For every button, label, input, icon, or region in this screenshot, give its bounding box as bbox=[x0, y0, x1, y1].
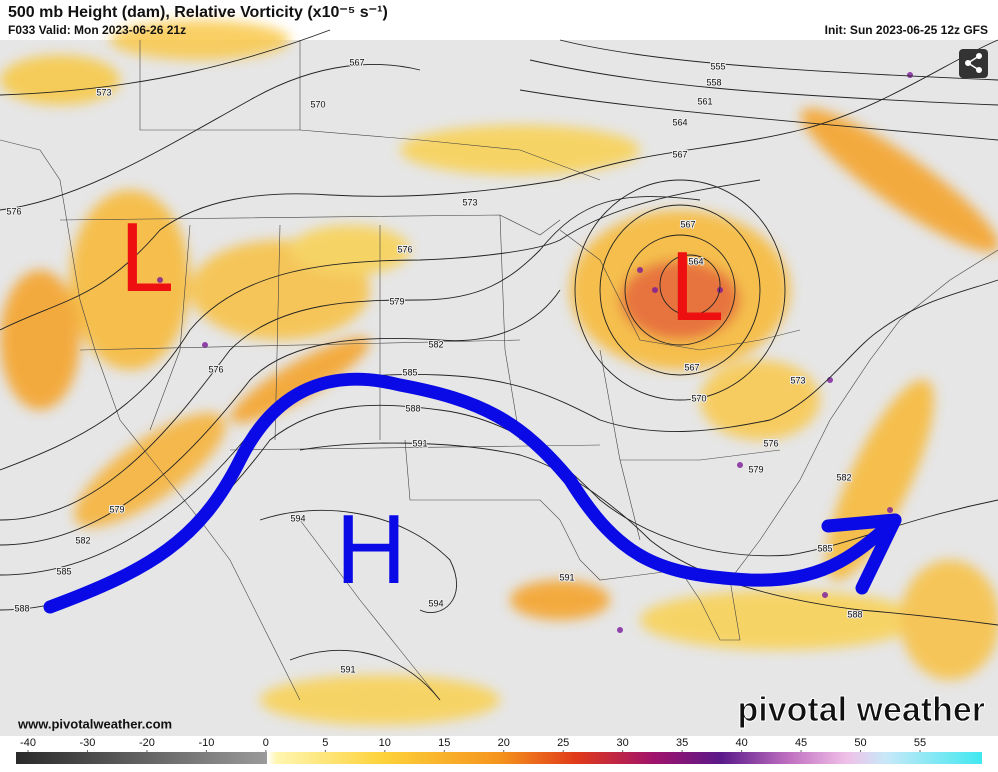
contour-label: 558 bbox=[706, 77, 721, 87]
colorbar-tick-label: -10 bbox=[198, 737, 214, 749]
brand: pivotal weather bbox=[737, 691, 985, 729]
colorbar-tick-label: 40 bbox=[735, 737, 747, 749]
init-time: Init: Sun 2023-06-25 12z GFS bbox=[825, 23, 988, 37]
colorbar-tick-label: 50 bbox=[854, 737, 866, 749]
colorbar-tick-label: 45 bbox=[795, 737, 807, 749]
contour-label: 585 bbox=[817, 543, 832, 553]
contour-label: 582 bbox=[836, 472, 851, 482]
low-label: L bbox=[120, 202, 175, 312]
colorbar-tick-label: -40 bbox=[20, 737, 36, 749]
contour-label: 564 bbox=[672, 117, 687, 127]
contour-label: 591 bbox=[559, 572, 574, 582]
colorbar-tick-label: 5 bbox=[322, 737, 328, 749]
contour-label: 564 bbox=[688, 256, 703, 266]
contour-label: 594 bbox=[290, 513, 305, 523]
contour-label: 579 bbox=[748, 464, 763, 474]
contour-label: 582 bbox=[75, 535, 90, 545]
colorbar-tick-label: -30 bbox=[80, 737, 96, 749]
map: 573 567 570 555 558 561 564 567 573 576 576 579 582 5… bbox=[0, 20, 998, 736]
contour-label: 573 bbox=[790, 375, 805, 385]
title: 500 mb Height (dam), Relative Vorticity … bbox=[8, 4, 388, 21]
colorbar-tick-label: 25 bbox=[557, 737, 569, 749]
jet-stream-arrow bbox=[43, 372, 902, 614]
share-button[interactable] bbox=[959, 49, 988, 78]
contour-label: 576 bbox=[763, 438, 778, 448]
colorbar-tick-label: 20 bbox=[498, 737, 510, 749]
contour-label: 570 bbox=[691, 393, 706, 403]
contour-label: 561 bbox=[697, 96, 712, 106]
contour-label: 579 bbox=[109, 504, 124, 514]
colorbar-tick-label: 0 bbox=[263, 737, 269, 749]
contour-label: 585 bbox=[56, 566, 71, 576]
contour-label: 573 bbox=[462, 197, 477, 207]
contour-label: 576 bbox=[6, 206, 21, 216]
contour-label: 576 bbox=[397, 244, 412, 254]
valid-time: F033 Valid: Mon 2023-06-26 21z bbox=[8, 23, 186, 37]
contour-label: 588 bbox=[405, 403, 420, 413]
colorbar-tick-label: 30 bbox=[617, 737, 629, 749]
contour-label: 567 bbox=[680, 219, 695, 229]
low-label: L bbox=[670, 231, 725, 341]
contour-label: 585 bbox=[402, 367, 417, 377]
website: www.pivotalweather.com bbox=[17, 716, 172, 731]
contour-label: 567 bbox=[349, 57, 364, 67]
contour-label: 573 bbox=[96, 87, 111, 97]
contour-label: 576 bbox=[208, 364, 223, 374]
contour-label: 591 bbox=[412, 438, 427, 448]
contour-label: 579 bbox=[389, 296, 404, 306]
colorbar-tick-label: -20 bbox=[139, 737, 155, 749]
contour-label: 567 bbox=[672, 149, 687, 159]
colorbar-tick-label: 35 bbox=[676, 737, 688, 749]
contour-label: 567 bbox=[684, 362, 699, 372]
colorbar-tick-label: 15 bbox=[438, 737, 450, 749]
contour-label: 594 bbox=[428, 598, 443, 608]
arrow-head bbox=[821, 513, 902, 595]
colorbar-tick-label: 10 bbox=[379, 737, 391, 749]
colorbar-tick-label: 55 bbox=[914, 737, 926, 749]
contour-label: 555 bbox=[710, 61, 725, 71]
high-label: H bbox=[336, 494, 407, 604]
contour-label: 588 bbox=[847, 609, 862, 619]
contour-label: 570 bbox=[310, 99, 325, 109]
contour-label: 588 bbox=[14, 603, 29, 613]
contour-label: 591 bbox=[340, 664, 355, 674]
colorbar bbox=[16, 752, 982, 764]
contour-label: 582 bbox=[428, 339, 443, 349]
